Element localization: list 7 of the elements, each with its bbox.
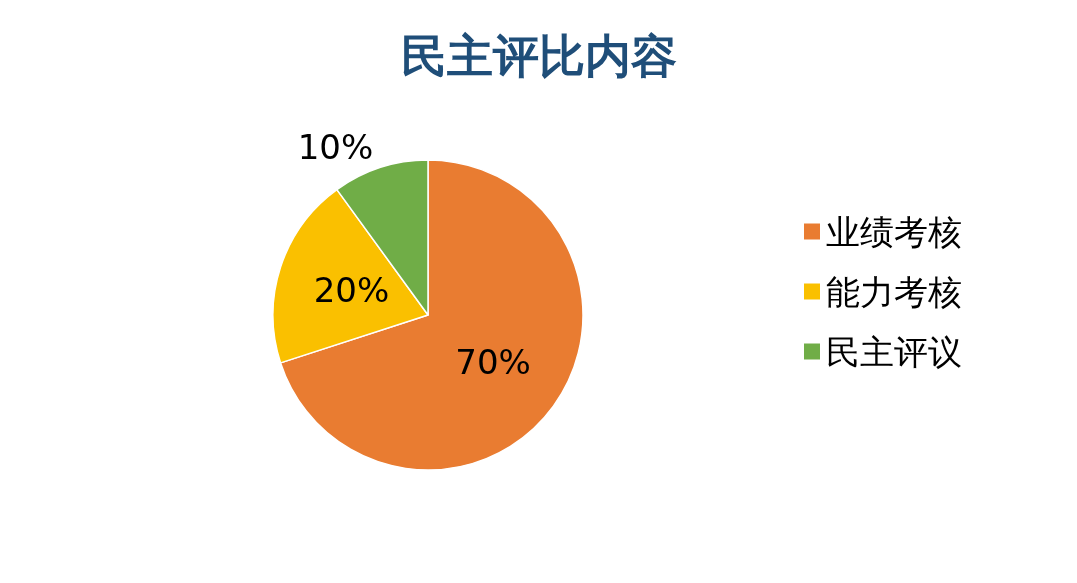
chart-title: 民主评比内容 <box>400 29 677 83</box>
data-label: 10% <box>297 126 374 167</box>
legend-label: 能力考核 <box>826 271 962 312</box>
legend-label: 民主评议 <box>826 331 962 372</box>
data-label: 70% <box>455 342 531 383</box>
data-label: 20% <box>313 270 390 311</box>
legend-label: 业绩考核 <box>826 211 962 252</box>
